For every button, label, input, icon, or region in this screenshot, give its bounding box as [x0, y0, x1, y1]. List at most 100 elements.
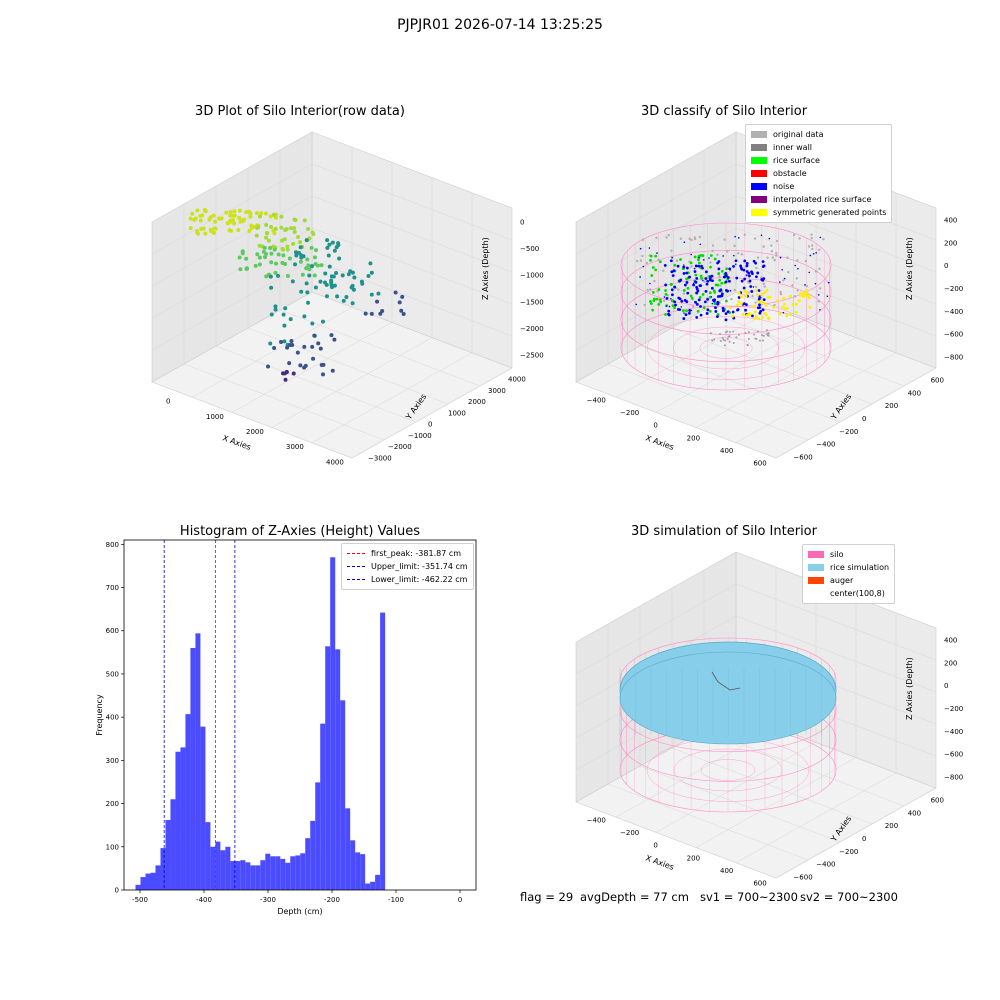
- classified-point: [690, 265, 693, 268]
- classified-point: [672, 269, 676, 273]
- raw-point: [340, 273, 345, 278]
- panel1-ytick: 0: [428, 421, 432, 429]
- classified-point: [704, 289, 708, 293]
- raw-point: [291, 371, 296, 376]
- simulation-legend-label: silo: [830, 550, 844, 559]
- histogram-bar: [335, 649, 341, 890]
- classified-point: [693, 255, 697, 259]
- raw-point: [229, 228, 234, 233]
- raw-point: [300, 272, 305, 277]
- histogram-bar: [295, 855, 301, 890]
- classified-point: [798, 291, 802, 295]
- classified-point: [680, 299, 684, 303]
- raw-point: [188, 226, 193, 231]
- classified-point: [710, 286, 714, 290]
- classified-point: [749, 285, 753, 288]
- classified-point: [761, 265, 765, 269]
- raw-point: [299, 255, 304, 260]
- raw-point: [269, 224, 274, 229]
- histogram-ytick-label: 400: [106, 714, 119, 722]
- classified-point: [692, 283, 695, 287]
- histogram-ytick-label: 800: [106, 541, 119, 549]
- panel2-ztick: 0: [944, 262, 948, 270]
- classified-point: [703, 280, 706, 283]
- classified-point: [679, 258, 682, 261]
- classified-point: [756, 330, 759, 333]
- panel1-grid: [151, 227, 513, 319]
- raw-point: [287, 361, 292, 366]
- classified-point: [723, 344, 726, 347]
- panel1-ytick: 1000: [448, 409, 466, 417]
- raw-point: [309, 264, 314, 269]
- raw-point: [255, 252, 260, 257]
- histogram-bar: [205, 822, 211, 890]
- panel2-silo-floor-ring: [699, 337, 753, 359]
- histogram-bar: [325, 646, 331, 890]
- classified-point: [667, 312, 670, 316]
- histogram-bar: [370, 881, 376, 890]
- classified-point: [720, 281, 724, 285]
- classified-point: [689, 261, 693, 265]
- classified-point: [755, 275, 758, 279]
- histogram-xtick-label: -100: [388, 896, 404, 904]
- raw-point: [288, 226, 293, 231]
- raw-point: [264, 222, 269, 227]
- classified-point: [670, 270, 674, 274]
- classified-point: [695, 316, 699, 319]
- panel1-ytick: 2000: [468, 398, 486, 406]
- raw-point: [335, 294, 340, 299]
- classified-point: [736, 308, 739, 312]
- histogram-bar: [330, 557, 336, 890]
- classified-point: [782, 296, 786, 300]
- classified-point: [639, 259, 643, 262]
- panel1-xlabel: X Axies: [221, 433, 252, 452]
- classified-point: [736, 303, 740, 307]
- classified-point: [643, 303, 646, 307]
- classified-point: [775, 254, 778, 257]
- raw-point: [334, 245, 339, 250]
- raw-point: [400, 294, 405, 299]
- histogram-bar: [140, 877, 146, 890]
- classified-point: [665, 236, 668, 239]
- classified-point: [817, 300, 821, 303]
- histogram-ylabel: Frequency: [95, 694, 104, 736]
- classified-point: [741, 312, 745, 316]
- classified-point: [804, 288, 808, 292]
- classified-point: [730, 297, 733, 301]
- panel1-ytick: −2000: [388, 443, 412, 451]
- histogram-ytick-label: 500: [106, 670, 119, 678]
- raw-point: [292, 226, 297, 231]
- raw-point: [346, 272, 351, 277]
- histogram-bar: [365, 883, 371, 890]
- raw-point: [307, 273, 312, 278]
- histogram-ytick-label: 700: [106, 584, 119, 592]
- raw-point: [290, 279, 295, 284]
- classified-point: [682, 317, 686, 320]
- raw-point: [274, 261, 279, 266]
- raw-point: [244, 210, 249, 215]
- classified-point: [734, 235, 736, 238]
- classified-point: [732, 264, 735, 268]
- raw-point: [302, 365, 307, 370]
- raw-point: [283, 377, 288, 382]
- raw-point: [203, 231, 208, 236]
- classified-point: [742, 286, 746, 290]
- histogram-legend-label: Upper_limit: -351.74 cm: [371, 562, 468, 571]
- classify-legend-label: interpolated rice surface: [773, 195, 872, 204]
- classified-point: [694, 300, 696, 303]
- panel2-xtick: −400: [587, 396, 606, 404]
- raw-point: [259, 211, 264, 216]
- classified-point: [762, 301, 766, 305]
- raw-point: [280, 260, 285, 265]
- classified-point: [686, 291, 690, 295]
- classified-point: [760, 234, 763, 237]
- classified-point: [794, 310, 798, 314]
- classified-point: [698, 256, 700, 259]
- classified-point: [786, 256, 789, 259]
- raw-point: [316, 341, 321, 346]
- classified-point: [697, 264, 701, 268]
- classify-legend-item: noise: [751, 180, 886, 193]
- raw-point: [283, 227, 288, 232]
- raw-point: [240, 219, 245, 224]
- classify-legend-label: obstacle: [773, 169, 807, 178]
